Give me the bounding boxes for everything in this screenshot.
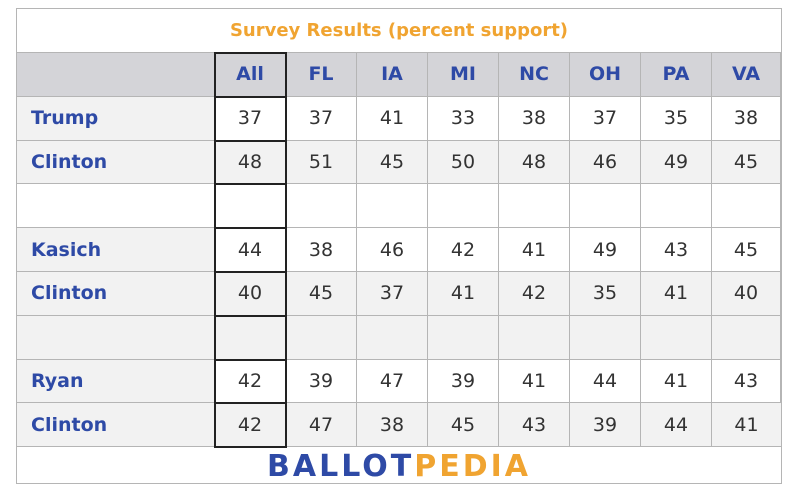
table-cell: 42 (499, 271, 570, 316)
row-label: Clinton (17, 140, 215, 185)
results-grid: All FL IA MI NC OH PA VA Trump 37 37 41 33 38 37 35 38 Cl… (17, 52, 781, 449)
table-cell (570, 184, 641, 229)
row-label: Ryan (17, 359, 215, 404)
table-cell: 45 (712, 228, 781, 272)
table-cell: 41 (428, 271, 499, 316)
table-cell: 41 (357, 96, 428, 141)
table-cell: 45 (286, 271, 357, 316)
table-cell (286, 184, 357, 229)
table-cell: 47 (357, 359, 428, 404)
table-cell: 37 (286, 96, 357, 141)
table-cell: 37 (357, 271, 428, 316)
table-cell (428, 184, 499, 229)
table-cell: 40 (214, 270, 287, 317)
table-cell: 33 (428, 96, 499, 141)
table-cell: 39 (428, 359, 499, 404)
row-label (17, 184, 215, 229)
table-cell: 47 (286, 403, 357, 448)
table-cell (712, 315, 781, 360)
row-label: Trump (17, 96, 215, 141)
table-cell: 46 (357, 228, 428, 272)
header-corner (17, 53, 215, 97)
table-cell: 41 (499, 359, 570, 404)
table-cell: 38 (499, 96, 570, 141)
table-cell: 37 (570, 96, 641, 141)
column-header-fl: FL (286, 53, 357, 97)
table-cell (570, 315, 641, 360)
table-title: Survey Results (percent support) (17, 9, 781, 53)
table-cell: 43 (499, 403, 570, 448)
table-cell (428, 315, 499, 360)
survey-table-frame: Survey Results (percent support) All FL IA… (16, 8, 782, 484)
table-cell: 35 (641, 96, 712, 141)
table-cell: 43 (712, 359, 781, 404)
table-cell: 50 (428, 140, 499, 185)
table-cell: 35 (570, 271, 641, 316)
table-cell: 46 (570, 140, 641, 185)
table-cell (357, 315, 428, 360)
row-label (17, 315, 215, 360)
row-label: Kasich (17, 228, 215, 272)
table-cell: 44 (570, 359, 641, 404)
column-header-pa: PA (641, 53, 712, 97)
table-cell (357, 184, 428, 229)
table-cell: 38 (712, 96, 781, 141)
column-header-all: All (214, 52, 287, 98)
table-cell: 42 (214, 402, 287, 449)
table-cell: 51 (286, 140, 357, 185)
table-cell: 48 (499, 140, 570, 185)
table-cell: 37 (214, 95, 287, 142)
table-cell (214, 183, 287, 230)
table-cell: 39 (286, 359, 357, 404)
table-cell: 38 (357, 403, 428, 448)
logo-part-ballot: BALLOT (267, 448, 415, 484)
table-cell: 48 (214, 139, 287, 186)
table-cell: 45 (712, 140, 781, 185)
table-cell (214, 314, 287, 361)
column-header-mi: MI (428, 53, 499, 97)
column-header-ia: IA (357, 53, 428, 97)
logo-part-pedia: PEDIA (414, 448, 531, 484)
table-cell: 44 (214, 227, 287, 273)
column-header-va: VA (712, 53, 781, 97)
table-cell (712, 184, 781, 229)
table-cell: 44 (641, 403, 712, 448)
table-cell: 45 (357, 140, 428, 185)
table-cell (499, 315, 570, 360)
table-cell (641, 184, 712, 229)
table-cell: 42 (428, 228, 499, 272)
table-cell: 41 (499, 228, 570, 272)
table-cell: 41 (641, 271, 712, 316)
column-header-oh: OH (570, 53, 641, 97)
table-cell: 49 (641, 140, 712, 185)
column-header-nc: NC (499, 53, 570, 97)
row-label: Clinton (17, 271, 215, 316)
table-cell (499, 184, 570, 229)
table-cell: 41 (712, 403, 781, 448)
table-cell: 39 (570, 403, 641, 448)
table-cell (641, 315, 712, 360)
ballotpedia-logo: BALLOT PEDIA (17, 447, 781, 485)
table-cell: 45 (428, 403, 499, 448)
table-cell: 40 (712, 271, 781, 316)
table-cell: 43 (641, 228, 712, 272)
table-cell (286, 315, 357, 360)
row-label: Clinton (17, 403, 215, 448)
table-cell: 42 (214, 358, 287, 405)
table-cell: 38 (286, 228, 357, 272)
table-cell: 49 (570, 228, 641, 272)
table-cell: 41 (641, 359, 712, 404)
